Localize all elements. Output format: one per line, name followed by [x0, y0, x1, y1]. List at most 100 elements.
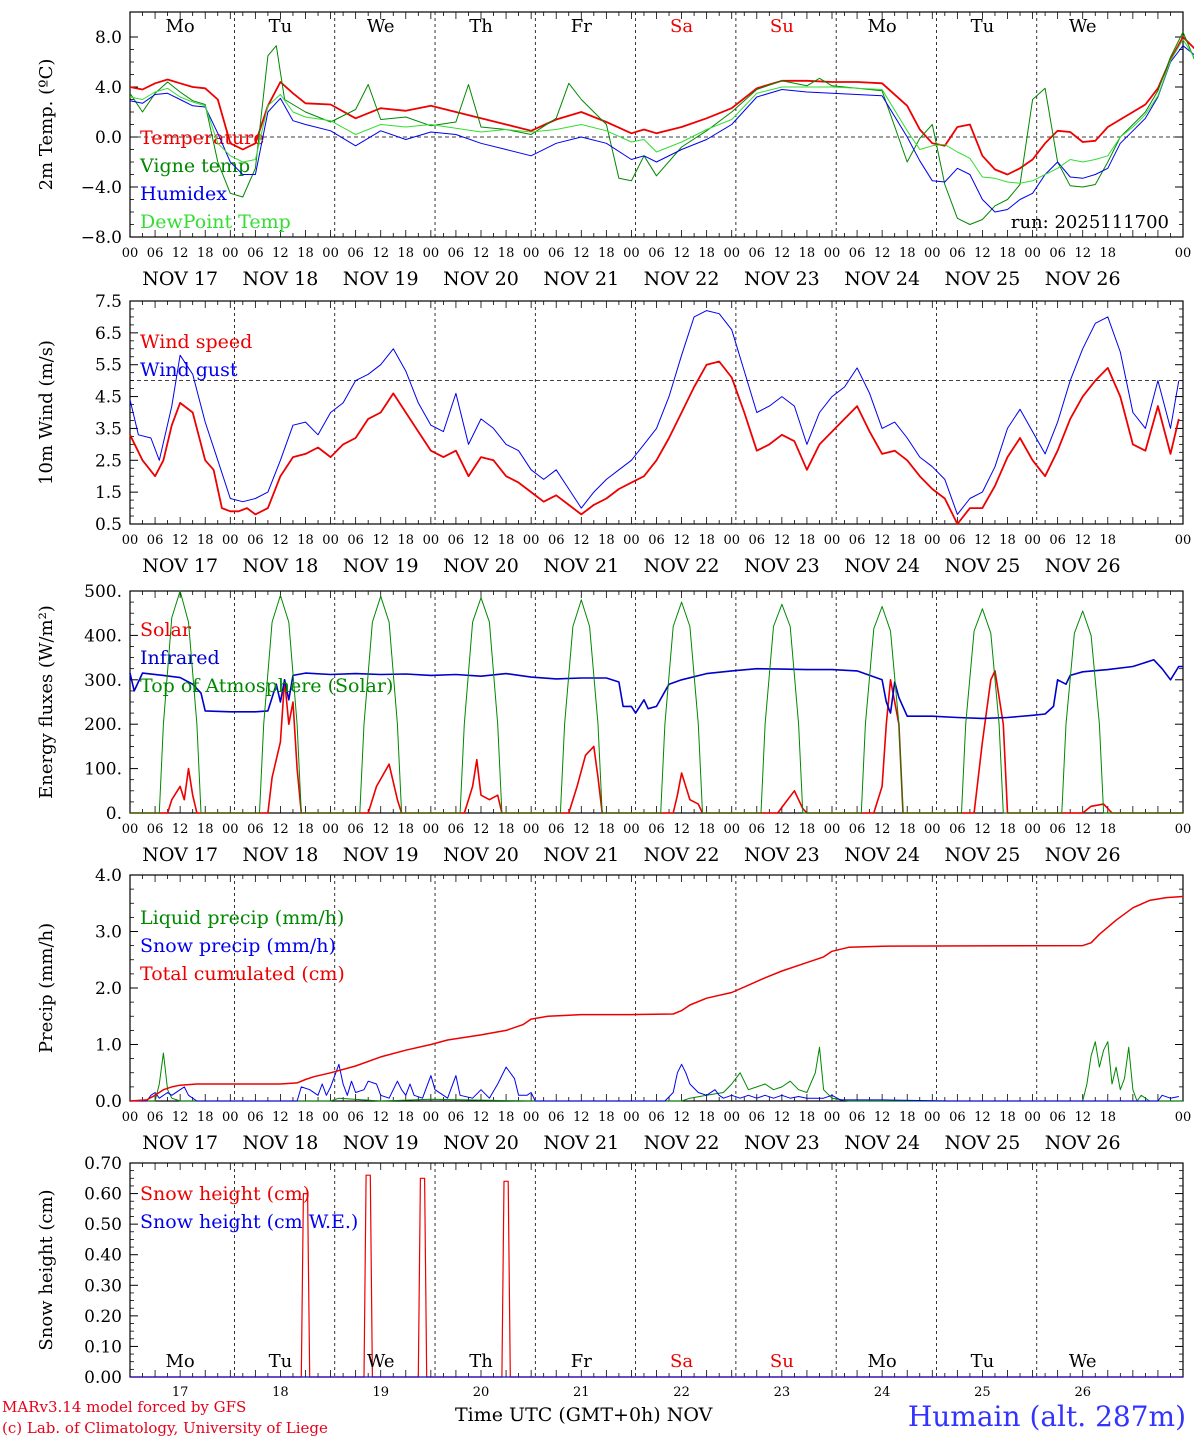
hour-tick-label: 12	[272, 822, 289, 837]
date-label: NOV 19	[343, 555, 419, 577]
date-label: NOV 22	[644, 1132, 720, 1154]
hour-tick-label: 06	[247, 246, 264, 261]
hour-tick-label: 12	[974, 246, 991, 261]
y-tick-label: 2.5	[95, 451, 122, 471]
hour-tick-label: 00	[723, 246, 740, 261]
weekday-label: Fr	[571, 1351, 592, 1372]
weekday-label: Tu	[971, 16, 995, 37]
station-title: Humain (alt. 287m)	[907, 1400, 1186, 1433]
date-label: NOV 24	[844, 844, 920, 866]
y-tick-label: 0.	[106, 804, 122, 824]
hour-tick-label: 12	[473, 533, 490, 548]
hour-tick-label: 18	[598, 822, 615, 837]
date-label: NOV 17	[142, 555, 218, 577]
date-number-label: 18	[272, 1385, 289, 1400]
hour-tick-label: 00	[523, 822, 540, 837]
hour-tick-label: 00	[122, 1110, 139, 1125]
date-label: NOV 20	[443, 268, 519, 290]
date-label: NOV 21	[543, 1132, 619, 1154]
series-line-wind-speed	[129, 360, 1180, 525]
hour-tick-label: 00	[1024, 822, 1041, 837]
series-line-top-of-atmosphere-solar-	[130, 590, 1183, 814]
hour-tick-label: 18	[1100, 246, 1117, 261]
y-axis-title: 10m Wind (m/s)	[36, 340, 57, 485]
hour-tick-label: 06	[849, 246, 866, 261]
hour-tick-label: 06	[347, 822, 364, 837]
hour-tick-label: 06	[1049, 246, 1066, 261]
date-label: NOV 24	[844, 555, 920, 577]
hour-tick-label: 06	[147, 246, 164, 261]
hour-tick-label: 18	[598, 533, 615, 548]
panel-wind: 0.5 1.5 2.5 3.5 4.5 5.5 6.5 7.5 10m Wind (m/s) Wi…	[36, 292, 1191, 577]
hour-tick-label: 00	[122, 533, 139, 548]
legend-entry: Solar	[140, 619, 192, 641]
hour-tick-label: 00	[423, 822, 440, 837]
hour-tick-label: 06	[548, 1110, 565, 1125]
hour-tick-label: 06	[949, 822, 966, 837]
hour-tick-label: 12	[573, 533, 590, 548]
hour-tick-label: 06	[548, 533, 565, 548]
hour-tick-label: 12	[272, 533, 289, 548]
series-line-total-cumulated-cm-	[129, 895, 1184, 1102]
hour-tick-label: 00	[723, 822, 740, 837]
date-label: NOV 23	[744, 1132, 820, 1154]
hour-tick-label: 18	[398, 1110, 415, 1125]
hour-tick-label: 12	[172, 246, 189, 261]
y-axis-title: Energy fluxes (W/m²)	[36, 605, 57, 799]
hour-tick-label: 18	[999, 533, 1016, 548]
hour-tick-label: 12	[272, 1110, 289, 1125]
hour-tick-label: 06	[548, 822, 565, 837]
hour-tick-label: 06	[648, 822, 665, 837]
hour-tick-label: 12	[673, 246, 690, 261]
hour-tick-label: 06	[1049, 1110, 1066, 1125]
weekday-label: Mo	[166, 1351, 195, 1372]
date-number-label: 19	[372, 1385, 389, 1400]
hour-tick-label: 12	[473, 1110, 490, 1125]
hour-tick-label: 12	[974, 1110, 991, 1125]
y-tick-label: 4.5	[95, 388, 122, 408]
plot-frame	[129, 11, 1184, 238]
date-label: NOV 25	[945, 268, 1021, 290]
series-line-snow-precip-mm-h-	[130, 1063, 1179, 1102]
legend-entry: Snow height (cm)	[140, 1183, 310, 1205]
series-line-wind-gust	[129, 310, 1180, 515]
date-label: NOV 21	[543, 555, 619, 577]
hour-tick-label: 00	[824, 246, 841, 261]
weekday-label: Tu	[971, 1351, 995, 1372]
hour-tick-label: 00	[924, 1110, 941, 1125]
weekday-label: Fr	[571, 16, 592, 37]
date-label: NOV 22	[644, 555, 720, 577]
hour-tick-label: 12	[172, 1110, 189, 1125]
date-number-label: 26	[1074, 1385, 1091, 1400]
y-tick-label: 500.	[84, 582, 122, 602]
date-number-label: 24	[874, 1385, 891, 1400]
hour-tick-label: 06	[849, 822, 866, 837]
hour-tick-label: 06	[849, 533, 866, 548]
weekday-label: We	[367, 16, 395, 37]
hour-tick-label: 00	[623, 822, 640, 837]
weekday-label: Sa	[670, 16, 693, 37]
y-tick-label: 7.5	[95, 292, 122, 312]
y-tick-label: 5.5	[95, 356, 122, 376]
hour-tick-label: 18	[799, 246, 816, 261]
hour-tick-label: 18	[698, 533, 715, 548]
y-tick-label: 0.0	[95, 1092, 122, 1112]
date-label: NOV 26	[1045, 268, 1121, 290]
hour-tick-label: 12	[1074, 1110, 1091, 1125]
date-number-label: 20	[473, 1385, 490, 1400]
hour-tick-label: 18	[899, 822, 916, 837]
date-number-label: 23	[774, 1385, 791, 1400]
date-label: NOV 17	[142, 844, 218, 866]
date-label: NOV 20	[443, 844, 519, 866]
hour-tick-label: 12	[172, 533, 189, 548]
hour-tick-label: 12	[172, 822, 189, 837]
hour-tick-label: 12	[974, 822, 991, 837]
date-label: NOV 26	[1045, 1132, 1121, 1154]
y-axis-title: 2m Temp. (ºC)	[36, 59, 57, 191]
hour-tick-label: 18	[1100, 1110, 1117, 1125]
hour-tick-label: 12	[1074, 246, 1091, 261]
hour-tick-label: 06	[448, 533, 465, 548]
y-tick-label: 0.40	[84, 1246, 122, 1266]
hour-tick-label: 00	[1024, 246, 1041, 261]
